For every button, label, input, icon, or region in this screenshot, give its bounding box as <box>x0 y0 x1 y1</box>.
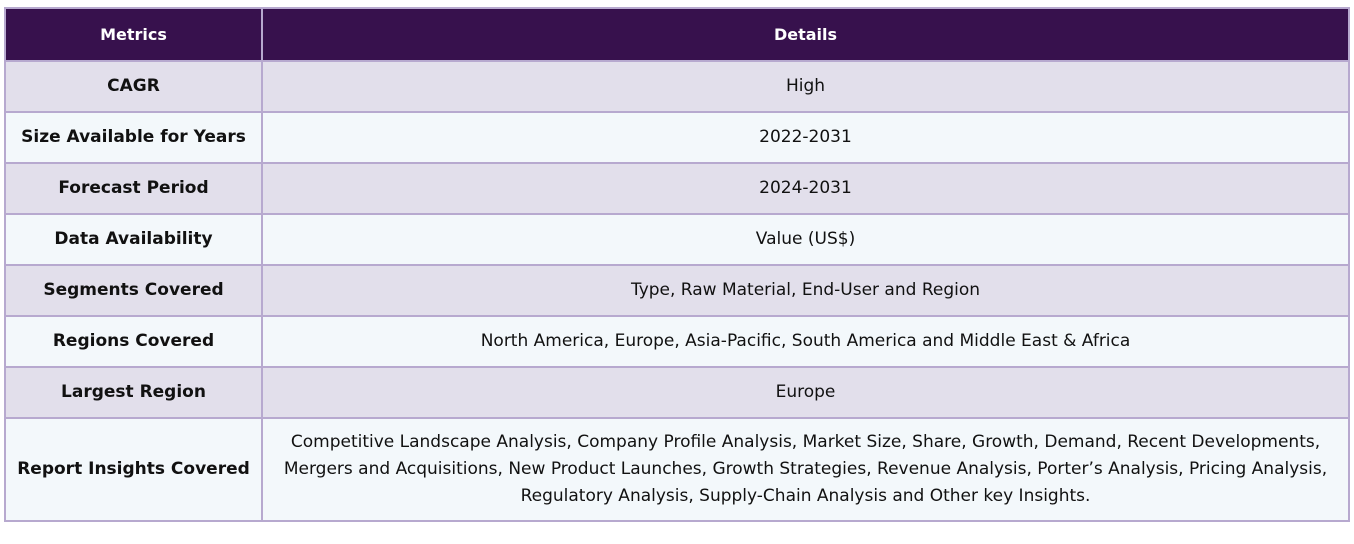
header-details: Details <box>261 8 1350 61</box>
table-row: Report Insights Covered Competitive Land… <box>4 417 1350 522</box>
detail-cell: High <box>261 60 1350 113</box>
detail-cell: Competitive Landscape Analysis, Company … <box>261 417 1350 522</box>
metric-cell: Largest Region <box>4 366 263 419</box>
table-row: Segments Covered Type, Raw Material, End… <box>4 264 1350 317</box>
table-row: Size Available for Years 2022-2031 <box>4 111 1350 164</box>
table-row: Largest Region Europe <box>4 366 1350 419</box>
metric-cell: Size Available for Years <box>4 111 263 164</box>
detail-cell: Value (US$) <box>261 213 1350 266</box>
metric-cell: Data Availability <box>4 213 263 266</box>
detail-cell: 2024-2031 <box>261 162 1350 215</box>
detail-cell: Type, Raw Material, End-User and Region <box>261 264 1350 317</box>
table-row: Regions Covered North America, Europe, A… <box>4 315 1350 368</box>
table-row: CAGR High <box>4 60 1350 113</box>
metrics-table-container: Metrics Details CAGR High Size Available… <box>4 7 1350 522</box>
metric-cell: Report Insights Covered <box>4 417 263 522</box>
table-row: Forecast Period 2024-2031 <box>4 162 1350 215</box>
detail-cell: Europe <box>261 366 1350 419</box>
header-metrics: Metrics <box>4 8 263 61</box>
table-header-row: Metrics Details <box>4 8 1350 61</box>
table-row: Data Availability Value (US$) <box>4 213 1350 266</box>
metric-cell: Forecast Period <box>4 162 263 215</box>
metric-cell: Segments Covered <box>4 264 263 317</box>
detail-cell: 2022-2031 <box>261 111 1350 164</box>
metric-cell: CAGR <box>4 60 263 113</box>
metrics-table: Metrics Details CAGR High Size Available… <box>4 7 1350 522</box>
detail-cell: North America, Europe, Asia-Pacific, Sou… <box>261 315 1350 368</box>
metric-cell: Regions Covered <box>4 315 263 368</box>
